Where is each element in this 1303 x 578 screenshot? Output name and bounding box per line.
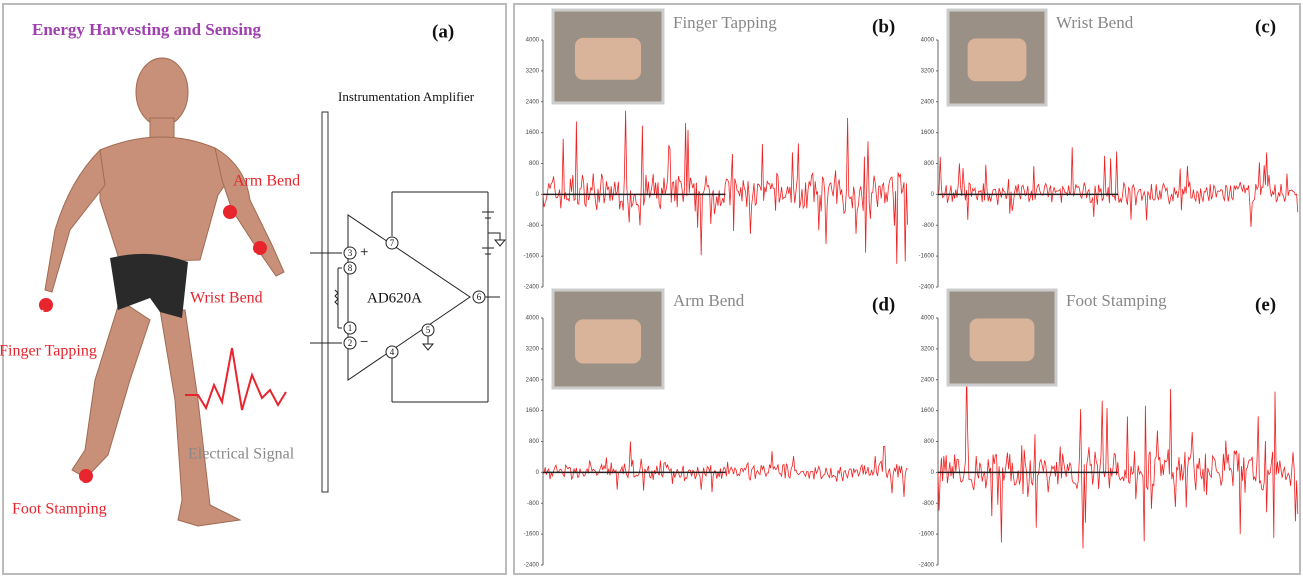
pin-circle bbox=[472, 290, 486, 304]
y-tick-label: 0 bbox=[536, 192, 540, 198]
signal-trace bbox=[542, 110, 908, 264]
point-label: Wrist Bend bbox=[190, 290, 263, 307]
pin-number: 8 bbox=[348, 263, 353, 273]
y-tick-label: 1600 bbox=[921, 130, 935, 136]
inset-photo-detail bbox=[967, 38, 1027, 82]
y-tick-label: 1600 bbox=[921, 408, 935, 414]
y-tick-label: -1600 bbox=[919, 254, 935, 260]
pin-number: 6 bbox=[477, 292, 482, 302]
plus-sign: + bbox=[360, 244, 368, 260]
y-tick-label: -800 bbox=[922, 501, 935, 507]
pin-number: 2 bbox=[348, 338, 353, 348]
signal-trace bbox=[937, 147, 1299, 228]
pin-circle bbox=[343, 336, 357, 350]
y-tick-label: 800 bbox=[529, 161, 540, 167]
pin-number: 5 bbox=[426, 325, 431, 335]
y-tick-label: 1600 bbox=[526, 408, 540, 414]
inset-photo-detail bbox=[575, 37, 641, 80]
chip-name: AD620A bbox=[367, 290, 422, 306]
shorts bbox=[110, 253, 188, 318]
panel-a-frame bbox=[2, 3, 507, 575]
sensor-dots bbox=[39, 205, 267, 483]
pin-number: 1 bbox=[348, 323, 353, 333]
y-tick-label: -2400 bbox=[524, 285, 540, 291]
panel-a-title: Energy Harvesting and Sensing bbox=[32, 20, 262, 39]
pin-number: 4 bbox=[390, 347, 395, 357]
signal-icon bbox=[185, 347, 287, 411]
panel-label: (d) bbox=[872, 294, 895, 315]
inset-photo bbox=[946, 8, 1048, 107]
bus-bar bbox=[321, 111, 329, 493]
y-tick-label: 0 bbox=[536, 470, 540, 476]
point-label: Finger Tapping bbox=[0, 343, 97, 360]
point-label: Foot Stamping bbox=[12, 501, 107, 518]
inset-photo-detail bbox=[969, 318, 1035, 362]
pins: 3 8 1 2 7 6 5 4 bbox=[343, 236, 486, 359]
y-tick-label: 2400 bbox=[526, 377, 540, 383]
y-tick-label: 4000 bbox=[921, 316, 935, 322]
y-tick-label: -2400 bbox=[524, 563, 540, 569]
pin-circle bbox=[343, 321, 357, 335]
y-tick-label: 0 bbox=[931, 192, 935, 198]
amp-schematic bbox=[310, 191, 507, 403]
pin-circle bbox=[385, 236, 399, 250]
pin-number: 3 bbox=[348, 248, 353, 258]
y-tick-label: 800 bbox=[924, 439, 935, 445]
y-tick-label: -800 bbox=[922, 223, 935, 229]
pin-circle bbox=[421, 323, 435, 337]
y-tick-label: 800 bbox=[924, 161, 935, 167]
y-tick-label: 800 bbox=[529, 439, 540, 445]
y-tick-label: -2400 bbox=[919, 285, 935, 291]
signal-trace bbox=[542, 441, 908, 497]
inset-photo-detail bbox=[575, 319, 641, 364]
y-tick-label: 3200 bbox=[921, 346, 935, 352]
pin-number: 7 bbox=[390, 238, 395, 248]
minus-sign: − bbox=[360, 334, 368, 350]
human-figure bbox=[44, 57, 285, 527]
y-tick-label: 2400 bbox=[921, 99, 935, 105]
panel-title: Wrist Bend bbox=[1056, 13, 1134, 32]
amp-title: Instrumentation Amplifier bbox=[338, 89, 475, 104]
y-tick-label: -1600 bbox=[524, 532, 540, 538]
y-tick-label: 3200 bbox=[526, 346, 540, 352]
y-tick-label: -1600 bbox=[524, 254, 540, 260]
panel-label: (c) bbox=[1255, 16, 1276, 37]
y-tick-label: 4000 bbox=[526, 316, 540, 322]
y-tick-label: -800 bbox=[527, 223, 540, 229]
panel-title: Foot Stamping bbox=[1066, 291, 1167, 310]
y-tick-label: 3200 bbox=[526, 68, 540, 74]
signal-label: Electrical Signal bbox=[188, 446, 295, 463]
signal-trace bbox=[937, 372, 1299, 549]
pin-circle bbox=[343, 246, 357, 260]
panel-a-label: (a) bbox=[432, 21, 454, 42]
y-tick-label: -1600 bbox=[919, 532, 935, 538]
y-tick-label: -800 bbox=[527, 501, 540, 507]
pin-circle bbox=[343, 261, 357, 275]
inset-photo bbox=[551, 288, 665, 390]
y-tick-label: 1600 bbox=[526, 130, 540, 136]
point-label: Arm Bend bbox=[233, 173, 300, 190]
y-tick-label: 4000 bbox=[526, 38, 540, 44]
y-tick-label: 0 bbox=[931, 470, 935, 476]
panel-title: Arm Bend bbox=[673, 291, 745, 310]
pin-circle bbox=[385, 345, 399, 359]
leader-lines bbox=[29, 252, 257, 501]
y-tick-label: 2400 bbox=[526, 99, 540, 105]
y-tick-label: 2400 bbox=[921, 377, 935, 383]
panel-label: (b) bbox=[872, 16, 895, 37]
panel-right-frame bbox=[513, 3, 1301, 575]
y-tick-label: -2400 bbox=[919, 563, 935, 569]
y-tick-label: 3200 bbox=[921, 68, 935, 74]
y-tick-label: 4000 bbox=[921, 38, 935, 44]
panel-label: (e) bbox=[1255, 294, 1276, 315]
panel-title: Finger Tapping bbox=[673, 13, 777, 32]
